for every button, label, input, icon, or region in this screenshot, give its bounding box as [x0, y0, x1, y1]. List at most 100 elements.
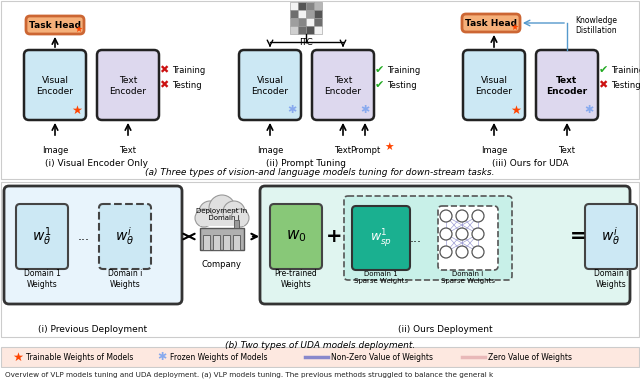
FancyBboxPatch shape: [344, 196, 512, 280]
FancyBboxPatch shape: [4, 186, 182, 304]
Text: Image: Image: [257, 146, 283, 155]
Text: Training: Training: [611, 65, 640, 75]
Bar: [1, 182, 639, 337]
Text: Text: Text: [334, 75, 352, 84]
Text: $w_\theta^i$: $w_\theta^i$: [115, 226, 134, 247]
Text: Text: Text: [120, 146, 136, 155]
Text: ✖: ✖: [159, 65, 169, 75]
Text: Domain i
Sparse Weights: Domain i Sparse Weights: [441, 272, 495, 284]
Text: Visual: Visual: [481, 75, 508, 84]
Text: Testing: Testing: [172, 81, 202, 89]
Text: Prompt: Prompt: [350, 146, 380, 155]
Text: Testing: Testing: [387, 81, 417, 89]
Bar: [290, 26, 298, 34]
Bar: [200, 228, 244, 250]
Text: Domain 1
Weights: Domain 1 Weights: [24, 269, 60, 289]
Circle shape: [199, 201, 221, 223]
Bar: [306, 2, 314, 10]
Bar: [298, 10, 306, 18]
Text: Domain 1
Sparse Weights: Domain 1 Sparse Weights: [354, 272, 408, 284]
Text: ✔: ✔: [598, 65, 608, 75]
Text: Task Head: Task Head: [29, 21, 81, 30]
Text: ITC: ITC: [299, 38, 313, 47]
Circle shape: [456, 210, 468, 222]
Circle shape: [231, 209, 249, 227]
Text: Image: Image: [481, 146, 507, 155]
Text: Text: Text: [559, 146, 575, 155]
Text: Encoder: Encoder: [109, 86, 147, 96]
Text: ✖: ✖: [598, 80, 608, 90]
FancyBboxPatch shape: [438, 206, 498, 270]
Text: (iii) Ours for UDA: (iii) Ours for UDA: [492, 158, 569, 168]
FancyBboxPatch shape: [260, 186, 630, 304]
Text: Visual: Visual: [42, 75, 68, 84]
Text: Pre-trained
Weights: Pre-trained Weights: [275, 269, 317, 289]
FancyBboxPatch shape: [24, 50, 86, 120]
Bar: [298, 18, 306, 26]
Bar: [298, 26, 306, 34]
Text: ★: ★: [384, 143, 394, 153]
Text: Text: Text: [556, 75, 578, 84]
Circle shape: [195, 209, 213, 227]
Text: Training: Training: [172, 65, 205, 75]
Text: ✱: ✱: [157, 352, 166, 362]
Text: ...: ...: [410, 231, 422, 245]
Bar: [290, 2, 298, 10]
FancyBboxPatch shape: [270, 204, 322, 269]
Bar: [203, 235, 210, 250]
FancyBboxPatch shape: [97, 50, 159, 120]
Bar: [290, 10, 298, 18]
Bar: [314, 2, 322, 10]
FancyBboxPatch shape: [462, 14, 520, 32]
Bar: [290, 18, 298, 26]
Text: Deployment in
  Domain i: Deployment in Domain i: [196, 207, 248, 221]
Text: Visual: Visual: [257, 75, 284, 84]
Text: ✱: ✱: [287, 105, 297, 115]
Text: (ii) Ours Deployment: (ii) Ours Deployment: [397, 324, 492, 333]
FancyBboxPatch shape: [16, 204, 68, 269]
Text: Overview of VLP models tuning and UDA deployment. (a) VLP models tuning. The pre: Overview of VLP models tuning and UDA de…: [5, 372, 493, 378]
FancyBboxPatch shape: [312, 50, 374, 120]
Text: Image: Image: [42, 146, 68, 155]
Text: Task Head: Task Head: [465, 19, 517, 28]
Text: Encoder: Encoder: [36, 86, 74, 96]
Circle shape: [209, 195, 235, 221]
FancyBboxPatch shape: [536, 50, 598, 120]
Bar: [314, 26, 322, 34]
Text: ✔: ✔: [374, 65, 384, 75]
Text: Company: Company: [202, 260, 242, 269]
Text: ★: ★: [72, 103, 83, 116]
Circle shape: [472, 246, 484, 258]
Text: (b) Two types of UDA models deployment.: (b) Two types of UDA models deployment.: [225, 340, 415, 349]
Bar: [1, 368, 639, 388]
Text: $w_\theta^1$: $w_\theta^1$: [33, 225, 52, 248]
Text: ★: ★: [13, 350, 24, 363]
Text: (ii) Prompt Tuning: (ii) Prompt Tuning: [266, 158, 346, 168]
Bar: [298, 2, 306, 10]
Text: ✔: ✔: [374, 80, 384, 90]
Bar: [233, 235, 240, 250]
Text: Domain i
Weights: Domain i Weights: [594, 269, 628, 289]
Text: Encoder: Encoder: [324, 86, 362, 96]
Text: ✱: ✱: [360, 105, 370, 115]
Text: $w_\theta^i$: $w_\theta^i$: [602, 226, 621, 247]
Text: $w_0$: $w_0$: [285, 229, 307, 244]
Text: (i) Visual Encoder Only: (i) Visual Encoder Only: [45, 158, 148, 168]
Text: ★: ★: [511, 103, 522, 116]
Text: ✱: ✱: [584, 105, 594, 115]
Text: ✖: ✖: [159, 80, 169, 90]
Bar: [1, 347, 639, 367]
FancyBboxPatch shape: [99, 204, 151, 269]
Text: Frozen Weights of Models: Frozen Weights of Models: [170, 352, 268, 361]
FancyBboxPatch shape: [352, 206, 410, 270]
Bar: [234, 220, 239, 228]
Text: Training: Training: [387, 65, 420, 75]
FancyBboxPatch shape: [239, 50, 301, 120]
Circle shape: [456, 246, 468, 258]
Text: +: +: [326, 227, 342, 246]
FancyBboxPatch shape: [463, 50, 525, 120]
Text: Knowledge
Distillation: Knowledge Distillation: [575, 16, 617, 35]
Text: (i) Previous Deployment: (i) Previous Deployment: [38, 324, 148, 333]
Text: $w_{sp}^1$: $w_{sp}^1$: [370, 227, 392, 249]
Bar: [223, 235, 230, 250]
